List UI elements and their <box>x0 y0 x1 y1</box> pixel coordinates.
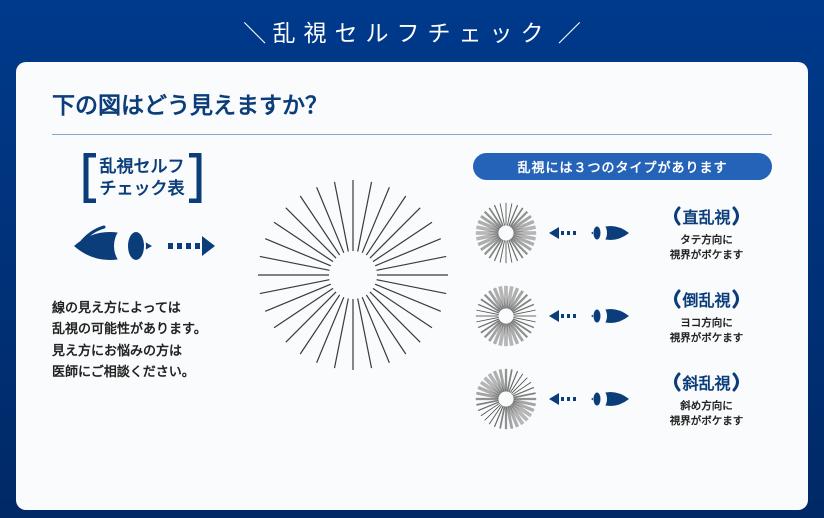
eye-arrow-graphic <box>52 217 232 275</box>
bracket-right-icon <box>189 153 203 203</box>
mini-dial-icon <box>473 366 539 432</box>
bracket-title: 乱視セルフ チェック表 <box>52 153 232 203</box>
types-heading-pill: 乱視には３つのタイプがあります <box>473 153 772 180</box>
bracket-title-l2: チェック表 <box>100 179 185 198</box>
type-text: 倒乱視ヨコ方向に視界がボケます <box>641 287 772 345</box>
type-name: 倒乱視 <box>670 287 742 311</box>
mini-eye-icon <box>589 385 631 413</box>
types-list: 直乱視タテ方向に視界がボケます倒乱視ヨコ方向に視界がボケます斜乱視斜め方向に視界… <box>473 192 772 440</box>
type-row: 斜乱視斜め方向に視界がボケます <box>473 357 772 440</box>
type-name: 斜乱視 <box>670 370 742 394</box>
dotted-arrow-left-icon <box>549 308 579 324</box>
bracket-left-icon <box>82 153 96 203</box>
mini-dial-icon <box>473 200 539 266</box>
dotted-arrow-left-icon <box>549 391 579 407</box>
type-row: 直乱視タテ方向に視界がボケます <box>473 192 772 274</box>
astigmatism-dial <box>253 175 453 375</box>
page-title: 乱視セルフチェック <box>0 0 824 62</box>
lens-bracket-left-icon <box>670 206 682 226</box>
right-column: 乱視には３つのタイプがあります 直乱視タテ方向に視界がボケます倒乱視ヨコ方向に視… <box>473 153 772 440</box>
lens-bracket-right-icon <box>731 289 743 309</box>
type-text: 直乱視タテ方向に視界がボケます <box>641 204 772 262</box>
left-column: 乱視セルフ チェック表 <box>52 153 232 440</box>
type-text: 斜乱視斜め方向に視界がボケます <box>641 370 772 428</box>
bracket-title-l1: 乱視セルフ <box>100 157 185 176</box>
question-heading: 下の図はどう見えますか？ <box>52 86 772 135</box>
type-desc: 斜め方向に視界がボケます <box>641 399 772 428</box>
dotted-arrow-icon <box>168 234 216 258</box>
center-column <box>250 153 455 440</box>
lens-bracket-right-icon <box>731 372 743 392</box>
mini-eye-icon <box>589 302 631 330</box>
card: 下の図はどう見えますか？ 乱視セルフ チェック表 <box>16 62 808 510</box>
type-desc: タテ方向に視界がボケます <box>641 233 772 262</box>
lens-bracket-left-icon <box>670 372 682 392</box>
lens-bracket-right-icon <box>731 206 743 226</box>
mini-eye-icon <box>589 219 631 247</box>
advice-text: 線の見え方によっては 乱視の可能性があります。 見え方にお悩みの方は 医師にご相… <box>52 297 232 383</box>
type-row: 倒乱視ヨコ方向に視界がボケます <box>473 274 772 357</box>
lens-bracket-left-icon <box>670 289 682 309</box>
type-desc: ヨコ方向に視界がボケます <box>641 316 772 345</box>
type-name: 直乱視 <box>670 204 742 228</box>
mini-dial-icon <box>473 283 539 349</box>
dotted-arrow-left-icon <box>549 225 579 241</box>
eye-icon <box>68 217 158 275</box>
main-layout: 乱視セルフ チェック表 <box>52 153 772 440</box>
